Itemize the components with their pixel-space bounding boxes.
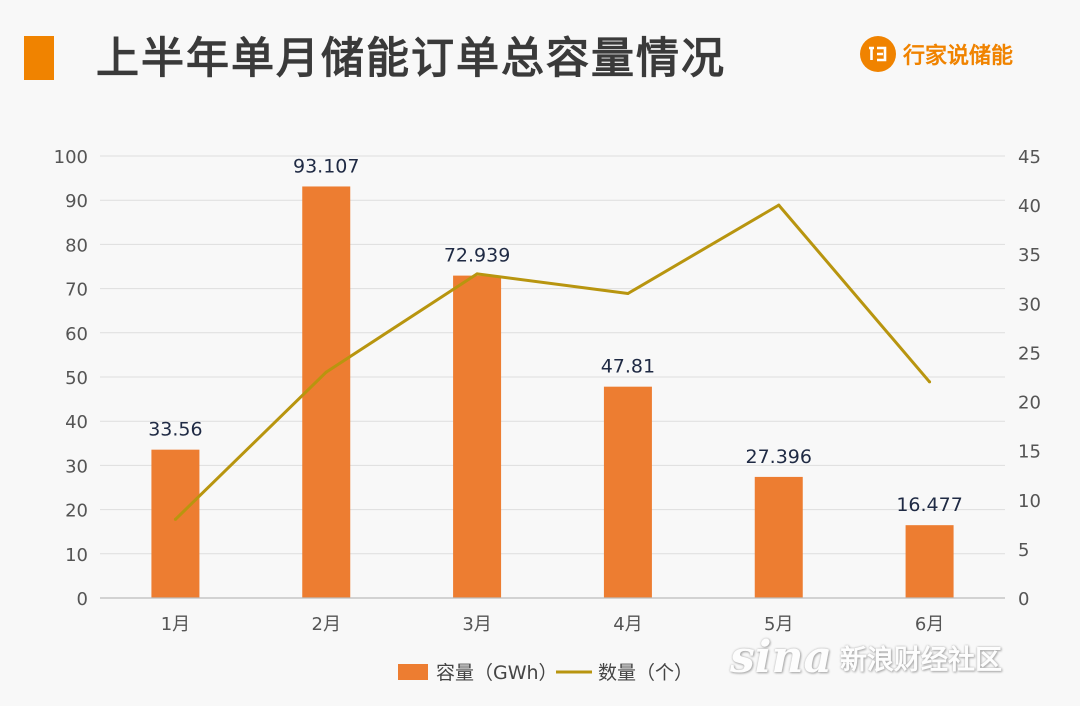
data-label: 93.107 xyxy=(293,155,359,177)
sina-logo: sina xyxy=(730,632,832,683)
x-tick-label: 1月 xyxy=(161,614,190,635)
data-label: 72.939 xyxy=(444,245,510,267)
x-tick-label: 4月 xyxy=(613,614,642,635)
line-point xyxy=(475,272,479,276)
legend-label: 容量（GWh） xyxy=(436,662,558,684)
x-tick-label: 2月 xyxy=(312,614,341,635)
y-right-tick-label: 35 xyxy=(1018,245,1041,266)
watermark: sina 新浪财经社区 xyxy=(730,632,1002,683)
brand: 行家说储能 xyxy=(860,34,1013,74)
y-left-tick-label: 0 xyxy=(77,589,88,610)
page-title: 上半年单月储能订单总容量情况 xyxy=(96,34,726,84)
data-label: 27.396 xyxy=(746,446,812,468)
line-point xyxy=(777,203,781,207)
y-right-tick-label: 0 xyxy=(1018,589,1029,610)
bar xyxy=(905,525,954,598)
y-right-tick-label: 5 xyxy=(1018,540,1029,561)
y-left-tick-label: 40 xyxy=(65,412,88,433)
bar xyxy=(603,386,652,598)
y-right-tick-label: 20 xyxy=(1018,393,1041,414)
y-right-tick-label: 30 xyxy=(1018,294,1041,315)
bar xyxy=(151,449,200,598)
legend-swatch-bar xyxy=(398,664,428,680)
bar xyxy=(302,186,351,599)
logo-glyph xyxy=(869,46,887,62)
y-left-tick-label: 60 xyxy=(65,324,88,345)
y-left-tick-label: 10 xyxy=(65,545,88,566)
line-point xyxy=(626,292,630,296)
y-right-tick-label: 45 xyxy=(1018,147,1041,168)
x-tick-label: 3月 xyxy=(462,614,491,635)
y-right-tick-label: 40 xyxy=(1018,196,1041,217)
x-tick-label: 5月 xyxy=(764,614,793,635)
xjs-logo-icon xyxy=(860,36,896,72)
bar xyxy=(754,476,803,598)
y-left-tick-label: 80 xyxy=(65,235,88,256)
title-accent-bar xyxy=(24,36,54,80)
y-left-tick-label: 30 xyxy=(65,456,88,477)
data-label: 47.81 xyxy=(601,356,655,378)
y-right-tick-label: 10 xyxy=(1018,491,1041,512)
y-left-tick-label: 20 xyxy=(65,501,88,522)
data-label: 16.477 xyxy=(896,494,962,516)
y-right-tick-label: 25 xyxy=(1018,343,1041,364)
bar xyxy=(453,275,502,598)
watermark-text: 新浪财经社区 xyxy=(840,645,1002,676)
data-label: 33.56 xyxy=(148,419,202,441)
line-point xyxy=(173,517,177,521)
y-left-tick-label: 50 xyxy=(65,368,88,389)
brand-name: 行家说储能 xyxy=(903,44,1014,69)
y-right-tick-label: 15 xyxy=(1018,442,1041,463)
y-left-tick-label: 100 xyxy=(54,147,88,168)
y-left-tick-label: 90 xyxy=(65,191,88,212)
series-line xyxy=(174,203,931,521)
line-point xyxy=(928,380,932,384)
legend-label: 数量（个） xyxy=(598,662,693,684)
line-point xyxy=(324,370,328,374)
x-tick-label: 6月 xyxy=(915,614,944,635)
y-left-tick-label: 70 xyxy=(65,280,88,301)
